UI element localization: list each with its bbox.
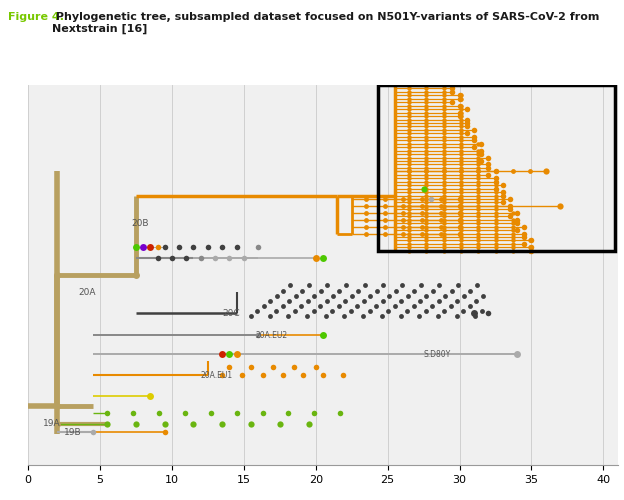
Text: S.D80Y: S.D80Y xyxy=(424,350,451,359)
Text: 19A: 19A xyxy=(42,419,60,428)
Text: 20A.EU2: 20A.EU2 xyxy=(255,331,288,340)
Text: 20A.EU1: 20A.EU1 xyxy=(201,370,233,380)
Text: Figure 4.: Figure 4. xyxy=(8,12,64,22)
Bar xyxy=(378,85,615,251)
Text: 20B: 20B xyxy=(132,218,149,228)
Text: 19B: 19B xyxy=(64,428,82,436)
Text: Phylogenetic tree, subsampled dataset focused on N501Y-variants of SARS-CoV-2 fr: Phylogenetic tree, subsampled dataset fo… xyxy=(52,12,599,34)
Text: 20A: 20A xyxy=(79,288,96,297)
Text: 20C: 20C xyxy=(222,308,240,318)
